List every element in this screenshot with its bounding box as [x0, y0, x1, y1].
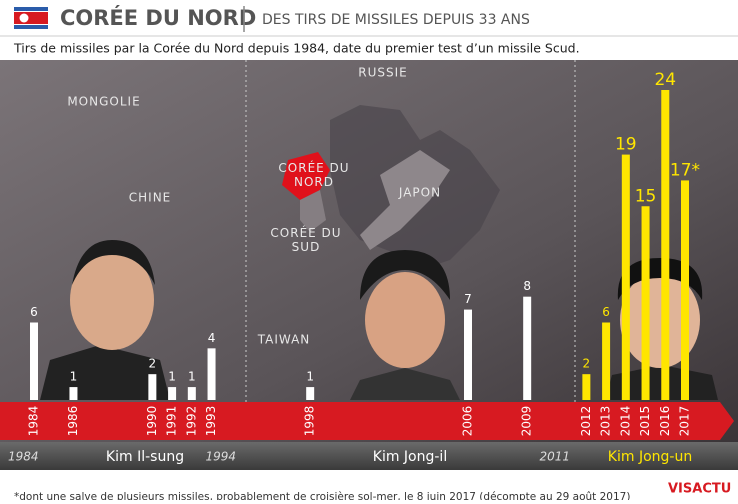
- era-band: [0, 442, 738, 470]
- map-label: TAIWAN: [257, 333, 311, 347]
- header: [0, 0, 738, 36]
- value-label: 19: [615, 135, 637, 155]
- bar: [168, 387, 177, 400]
- map-label: CORÉE DU SUD: [270, 225, 341, 254]
- year-label: 2009: [520, 406, 534, 437]
- year-label: 2017: [678, 406, 692, 437]
- value-label: 2: [149, 357, 157, 371]
- flag: [14, 7, 48, 29]
- year-label: 1992: [184, 406, 198, 437]
- bar: [523, 296, 532, 400]
- value-label: 4: [208, 331, 216, 345]
- footnote: *dont une salve de plusieurs missiles, p…: [14, 491, 630, 500]
- year-label: 1984: [27, 406, 41, 437]
- value-label: 2: [583, 357, 591, 371]
- year-label: 1986: [66, 406, 80, 437]
- map-label: RUSSIE: [358, 66, 407, 80]
- value-label: 1: [306, 370, 314, 384]
- portrait-kim-il-sung: [40, 240, 170, 400]
- era-start: 1984: [8, 450, 39, 464]
- value-label: 17*: [670, 160, 700, 180]
- map-label: MONGOLIE: [67, 95, 140, 109]
- year-label: 1998: [303, 406, 317, 437]
- title: CORÉE DU NORD: [60, 5, 256, 30]
- era-end: 1994: [205, 450, 236, 464]
- value-label: 1: [70, 370, 78, 384]
- value-label: 24: [654, 70, 676, 90]
- year-label: 2012: [579, 406, 593, 437]
- era-name: Kim Jong-un: [608, 449, 692, 465]
- bar: [681, 180, 689, 400]
- year-label: 1991: [165, 406, 179, 437]
- map-label: CHINE: [129, 191, 172, 205]
- value-label: 6: [602, 305, 610, 319]
- year-label: 1993: [204, 406, 218, 437]
- year-label: 1990: [145, 406, 159, 437]
- bar: [602, 322, 611, 400]
- source-logo: VISACTU: [668, 482, 731, 497]
- header-subtitle: DES TIRS DE MISSILES DEPUIS 33 ANS: [262, 12, 530, 28]
- year-label: 2006: [461, 406, 475, 437]
- bar: [148, 374, 157, 400]
- bar: [621, 154, 630, 400]
- japan-shape: [360, 150, 450, 250]
- bar: [464, 309, 472, 400]
- year-band: [0, 402, 720, 440]
- year-label: 2016: [658, 406, 672, 437]
- value-label: 15: [635, 186, 657, 206]
- year-label: 2013: [599, 406, 613, 437]
- bar: [306, 387, 315, 400]
- bar: [641, 206, 650, 400]
- year-label: 2015: [638, 406, 652, 437]
- year-band-arrow: [720, 402, 734, 440]
- map-label: CORÉE DU NORD: [278, 160, 349, 189]
- value-label: 8: [523, 279, 531, 293]
- value-label: 6: [30, 305, 38, 319]
- portrait-kim-jong-un: [605, 258, 718, 400]
- north-korea-shape: [282, 152, 330, 200]
- value-label: 1: [188, 370, 196, 384]
- era-name: Kim Il-sung: [106, 449, 184, 465]
- era-name: Kim Jong-il: [373, 449, 447, 465]
- era-end: 2011: [539, 450, 570, 464]
- map-label: JAPON: [398, 186, 441, 200]
- portrait-kim-jong-il: [350, 250, 460, 400]
- value-label: 1: [168, 370, 176, 384]
- bar: [187, 387, 196, 400]
- bar: [30, 322, 38, 400]
- year-label: 2014: [618, 406, 632, 437]
- bar: [582, 374, 591, 400]
- value-label: 7: [464, 292, 472, 306]
- subtitle: Tirs de missiles par la Corée du Nord de…: [13, 41, 580, 56]
- bar: [207, 348, 216, 400]
- south-korea-shape: [300, 190, 326, 232]
- bar: [69, 387, 78, 400]
- bar: [661, 90, 670, 400]
